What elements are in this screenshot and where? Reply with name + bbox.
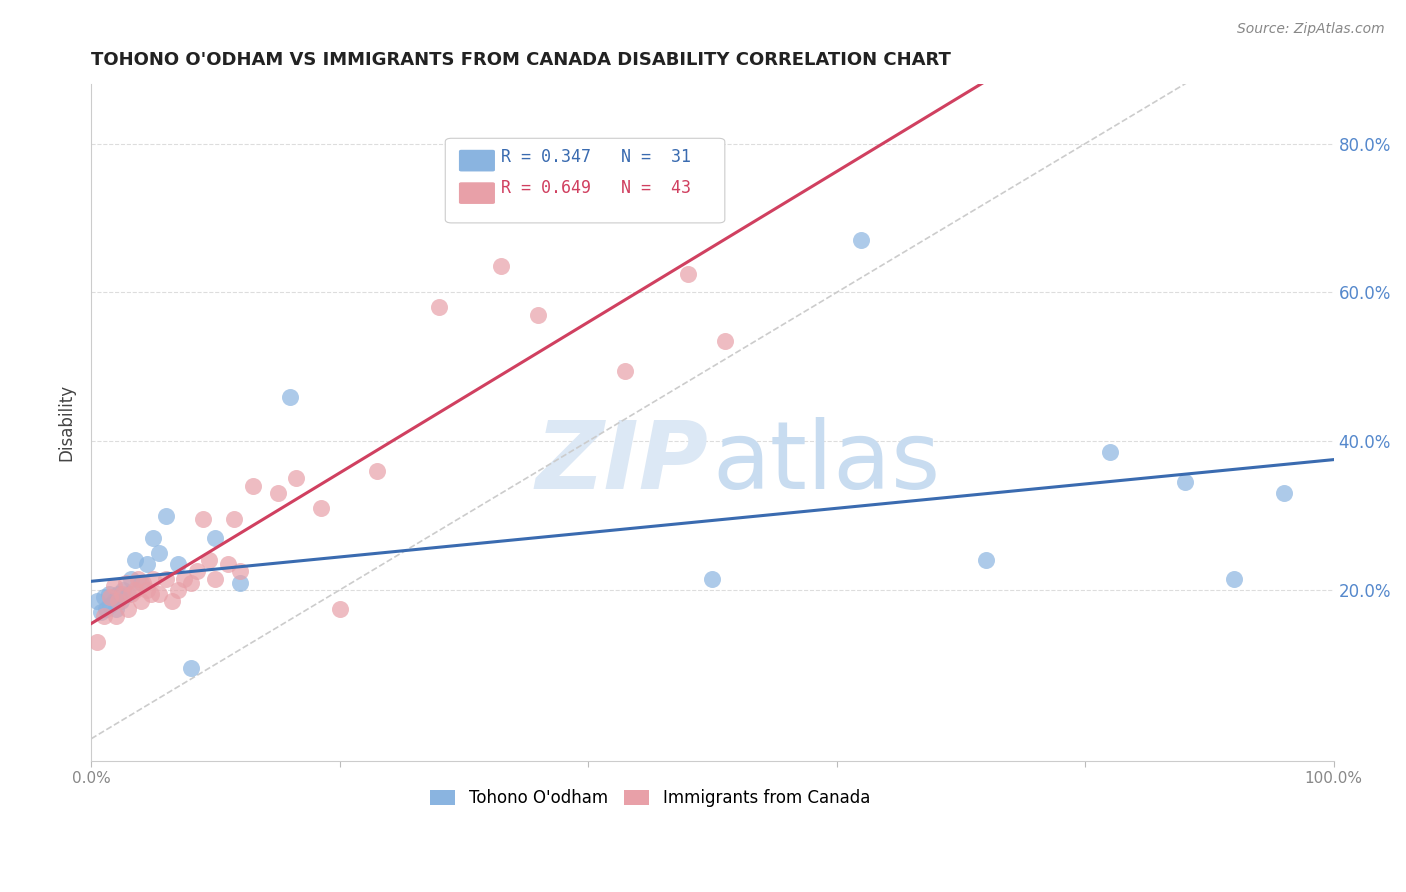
Point bbox=[124, 582, 146, 597]
Text: TOHONO O'ODHAM VS IMMIGRANTS FROM CANADA DISABILITY CORRELATION CHART: TOHONO O'ODHAM VS IMMIGRANTS FROM CANADA… bbox=[91, 51, 950, 69]
Point bbox=[714, 334, 737, 348]
Point bbox=[103, 594, 125, 608]
Point bbox=[107, 587, 129, 601]
Point bbox=[115, 575, 138, 590]
FancyBboxPatch shape bbox=[446, 138, 725, 223]
Point bbox=[111, 587, 134, 601]
Point bbox=[851, 233, 873, 247]
Point bbox=[155, 572, 177, 586]
Point bbox=[117, 587, 139, 601]
Point bbox=[217, 557, 239, 571]
Point bbox=[204, 572, 226, 586]
Point bbox=[148, 587, 170, 601]
Point bbox=[120, 572, 142, 586]
Point bbox=[180, 661, 202, 675]
Point bbox=[103, 579, 125, 593]
Point bbox=[614, 363, 637, 377]
Text: ZIP: ZIP bbox=[536, 417, 709, 509]
Point bbox=[186, 565, 208, 579]
Point bbox=[229, 575, 252, 590]
Point bbox=[155, 508, 177, 523]
Point bbox=[148, 546, 170, 560]
Point bbox=[285, 471, 308, 485]
Point bbox=[198, 553, 221, 567]
Point bbox=[142, 531, 165, 545]
Point bbox=[229, 565, 252, 579]
Point bbox=[167, 557, 190, 571]
Point bbox=[702, 572, 724, 586]
Point bbox=[1173, 475, 1195, 489]
Point bbox=[242, 479, 264, 493]
Point bbox=[94, 601, 117, 615]
Point bbox=[576, 203, 599, 218]
Point bbox=[98, 598, 121, 612]
Point bbox=[112, 582, 135, 597]
Point bbox=[124, 553, 146, 567]
Point bbox=[489, 260, 512, 274]
Y-axis label: Disability: Disability bbox=[58, 384, 75, 461]
Point bbox=[105, 601, 128, 615]
Text: R = 0.347   N =  31: R = 0.347 N = 31 bbox=[501, 147, 692, 166]
Point bbox=[676, 267, 699, 281]
Point bbox=[139, 587, 162, 601]
Point bbox=[117, 601, 139, 615]
Point bbox=[97, 587, 120, 601]
Point bbox=[93, 591, 115, 605]
Point bbox=[278, 390, 301, 404]
Point bbox=[129, 594, 152, 608]
Point bbox=[98, 591, 121, 605]
Point bbox=[173, 572, 195, 586]
Point bbox=[129, 575, 152, 590]
Point bbox=[90, 605, 112, 619]
Point bbox=[160, 594, 183, 608]
Point bbox=[110, 594, 132, 608]
Point bbox=[167, 582, 190, 597]
Point bbox=[93, 609, 115, 624]
Point bbox=[1098, 445, 1121, 459]
FancyBboxPatch shape bbox=[458, 150, 495, 171]
Point bbox=[191, 512, 214, 526]
Text: Source: ZipAtlas.com: Source: ZipAtlas.com bbox=[1237, 22, 1385, 37]
Point bbox=[86, 635, 108, 649]
Point bbox=[222, 512, 245, 526]
Point bbox=[127, 572, 149, 586]
Point bbox=[266, 486, 288, 500]
Point bbox=[1272, 486, 1295, 500]
Point bbox=[120, 587, 142, 601]
Point bbox=[136, 582, 159, 597]
Point bbox=[136, 557, 159, 571]
Point bbox=[366, 464, 388, 478]
Point bbox=[427, 301, 450, 315]
Point bbox=[142, 572, 165, 586]
Point bbox=[180, 575, 202, 590]
Text: R = 0.649   N =  43: R = 0.649 N = 43 bbox=[501, 178, 692, 197]
Point bbox=[107, 594, 129, 608]
Point bbox=[204, 531, 226, 545]
Text: atlas: atlas bbox=[713, 417, 941, 509]
Point bbox=[329, 601, 352, 615]
Point bbox=[527, 308, 550, 322]
Point bbox=[105, 609, 128, 624]
Point bbox=[309, 501, 332, 516]
Point bbox=[1223, 572, 1246, 586]
Point bbox=[974, 553, 997, 567]
Legend: Tohono O'odham, Immigrants from Canada: Tohono O'odham, Immigrants from Canada bbox=[423, 782, 877, 814]
Point bbox=[86, 594, 108, 608]
Point bbox=[132, 575, 155, 590]
FancyBboxPatch shape bbox=[458, 182, 495, 204]
